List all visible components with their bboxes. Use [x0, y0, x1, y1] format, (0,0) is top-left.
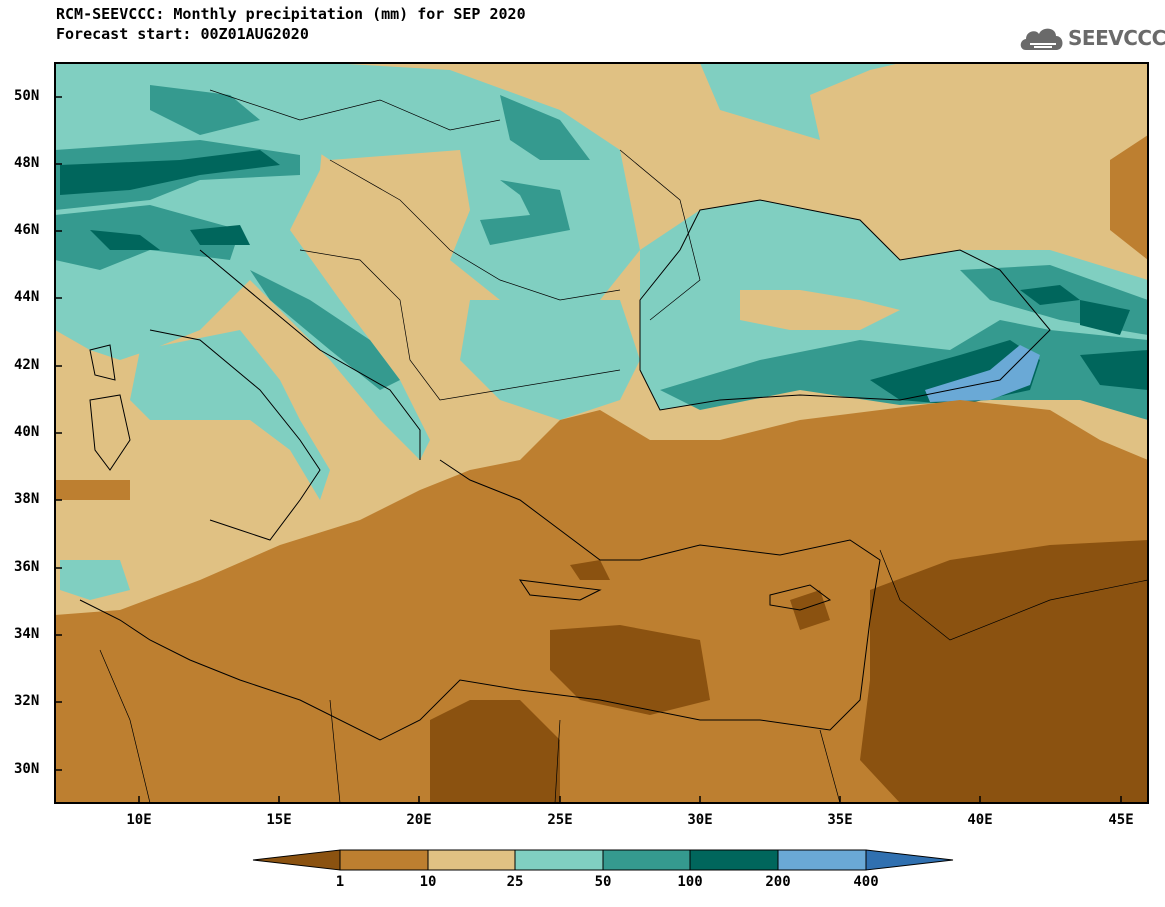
lat-tick-label: 42N [14, 357, 40, 373]
colorbar-label: 50 [594, 874, 612, 890]
title-line-2: Forecast start: 00Z01AUG2020 [56, 25, 309, 43]
lat-tick-label: 34N [14, 626, 40, 642]
colorbar-segment-25-50 [514, 849, 604, 871]
coastlines [79, 199, 1051, 741]
colorbar-label: 1 [335, 874, 345, 890]
lat-tick-label: 36N [14, 559, 40, 575]
lon-tick-label: 25E [547, 812, 573, 828]
lat-tick-label: 30N [14, 761, 40, 777]
lat-tick-label: 46N [14, 222, 40, 238]
colorbar-label: 200 [765, 874, 791, 890]
colorbar-label: 10 [419, 874, 437, 890]
chart-title: RCM-SEEVCCC: Monthly precipitation (mm) … [56, 4, 526, 44]
lat-tick-label: 48N [14, 155, 40, 171]
lat-tick-label: 44N [14, 289, 40, 305]
colorbar-segment-50-100 [602, 849, 691, 871]
lon-tick-label: 15E [266, 812, 292, 828]
lat-tick-label: 32N [14, 693, 40, 709]
lon-tick-label: 10E [126, 812, 152, 828]
title-line-1: RCM-SEEVCCC: Monthly precipitation (mm) … [56, 5, 526, 23]
lon-tick-label: 30E [687, 812, 713, 828]
colorbar-segment-below-1 [252, 849, 341, 871]
colorbar-segment-100-200 [689, 849, 779, 871]
colorbar-segment-1-10 [339, 849, 429, 871]
lat-ticks [55, 96, 62, 771]
colorbar-label: 25 [506, 874, 524, 890]
borders [99, 89, 1148, 803]
lon-tick-label: 20E [406, 812, 432, 828]
map-fields [55, 63, 1148, 803]
lat-tick-label: 38N [14, 491, 40, 507]
colorbar-segment-200-400 [777, 849, 867, 871]
lon-ticks [138, 796, 1122, 803]
lon-tick-label: 40E [967, 812, 993, 828]
lat-tick-label: 40N [14, 424, 40, 440]
seevccc-logo: SEEVCCC [1018, 22, 1165, 56]
colorbar-label: 100 [677, 874, 703, 890]
lat-tick-label: 50N [14, 88, 40, 104]
field-below-1 [550, 625, 710, 715]
colorbar [252, 849, 954, 871]
cloud-logo-icon [1020, 28, 1063, 50]
colorbar-segment-above-400 [865, 849, 954, 871]
lon-tick-label: 35E [827, 812, 853, 828]
lon-tick-label: 45E [1108, 812, 1134, 828]
colorbar-label: 400 [853, 874, 879, 890]
logo-text: SEEVCCC [1068, 26, 1165, 50]
colorbar-segment-10-25 [427, 849, 516, 871]
field-north-teal [55, 63, 900, 140]
